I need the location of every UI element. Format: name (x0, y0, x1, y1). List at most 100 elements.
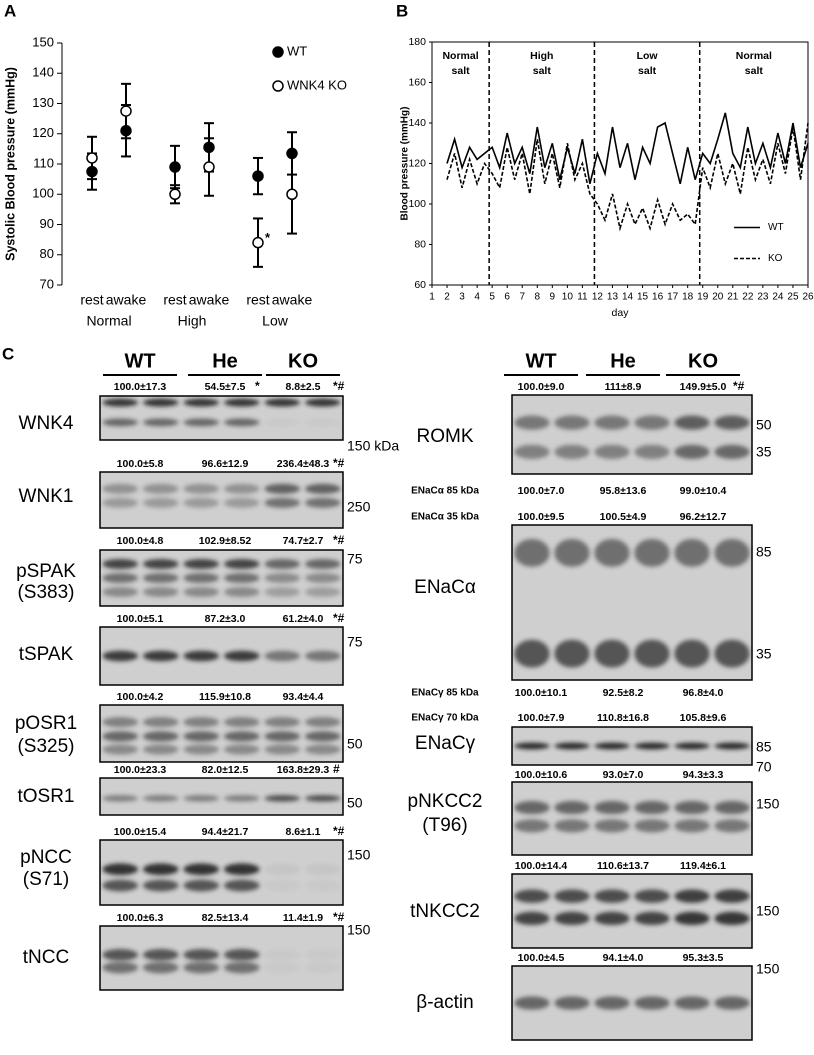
blot-band (183, 744, 220, 755)
blot-band (554, 800, 590, 815)
stat-value: 93.4±4.4 (283, 691, 324, 703)
group-header: WT (124, 350, 155, 372)
blot-band (305, 418, 341, 426)
y-tick-label: 100 (32, 186, 54, 201)
stat-value: 94.3±3.3 (683, 769, 724, 781)
x-tick-label: 9 (550, 292, 556, 303)
data-point (120, 105, 132, 117)
protein-label: pNKCC2 (408, 791, 483, 812)
mw-marker: 250 (347, 499, 371, 515)
x-tick-label: 8 (534, 292, 540, 303)
x-tick-label: 2 (444, 292, 450, 303)
y-tick-label: 80 (414, 238, 426, 250)
protein-label: tNKCC2 (410, 901, 480, 922)
x-tick-label: 3 (459, 292, 465, 303)
blot-band (102, 418, 139, 427)
blot (99, 549, 344, 607)
legend-label: WT (768, 222, 784, 233)
stat-value: 87.2±3.0 (205, 613, 246, 625)
blot-band (183, 716, 220, 728)
blot-background (99, 549, 344, 607)
stat-value: 94.4±21.7 (202, 826, 249, 838)
data-point (169, 161, 181, 173)
x-tick-label: rest (246, 292, 269, 308)
stat-value: 99.0±10.4 (680, 485, 727, 497)
blot-background (99, 704, 344, 763)
blot-band (264, 497, 301, 508)
y-tick-label: 70 (40, 276, 54, 291)
protein-label: ENaCγ (415, 733, 476, 754)
group-header: He (212, 350, 238, 372)
blot-band (223, 497, 260, 508)
blot-band (183, 650, 220, 662)
stat-value: 110.8±16.8 (597, 712, 649, 724)
blot-background (511, 873, 753, 949)
blot (99, 777, 344, 816)
stat-value: 100.5±4.9 (600, 511, 647, 523)
blot-band (304, 497, 341, 508)
blot-band (102, 483, 139, 494)
legend-marker (272, 46, 284, 58)
blot-band (183, 497, 220, 508)
significance: *# (333, 533, 345, 547)
protein-label: WNK1 (19, 486, 74, 507)
x-tick-label: 21 (727, 292, 739, 303)
stat-value: 100.0±14.4 (515, 860, 568, 872)
blot-background (99, 626, 344, 686)
stat-value: 100.0±4.5 (518, 952, 565, 964)
blot-band (514, 996, 550, 1010)
blot-band (102, 558, 139, 570)
x-tick-label: 4 (474, 292, 480, 303)
y-tick-label: 100 (408, 198, 426, 210)
blot-band (102, 863, 139, 876)
blot-band (223, 731, 260, 742)
x-tick-label: 7 (519, 292, 525, 303)
protein-label: tSPAK (19, 644, 74, 665)
x-tick-label: 12 (592, 292, 604, 303)
x-axis-label: day (612, 307, 630, 319)
stat-value: 96.2±12.7 (680, 511, 727, 523)
x-tick-label: 15 (637, 292, 649, 303)
significance: * (255, 379, 260, 393)
blot-band (264, 483, 301, 494)
mw-marker: 85 (756, 739, 772, 755)
significance: *# (333, 824, 345, 838)
stat-row-name: ENaCα 85 kDa (411, 486, 479, 497)
phase-label: High (530, 50, 553, 62)
x-tick-label: 26 (802, 292, 814, 303)
stat-value: 100.0±4.2 (117, 691, 164, 703)
blot-band (102, 716, 139, 728)
x-tick-label: awake (189, 292, 230, 308)
x-tick-label: 5 (489, 292, 495, 303)
protein-label: ENaCα (414, 577, 476, 598)
stat-value: 100.0±5.8 (117, 458, 164, 470)
blot-band (223, 586, 260, 598)
blot-band (554, 996, 590, 1010)
stat-value: 100.0±15.4 (114, 826, 167, 838)
blot-band (554, 889, 590, 903)
x-tick-label: 17 (667, 292, 679, 303)
mw-marker: 150 (347, 847, 371, 863)
significance: *# (333, 379, 345, 393)
blot-background (511, 965, 753, 1041)
blot-band (714, 889, 750, 903)
blot-band (714, 444, 750, 459)
group-header: WT (525, 350, 556, 372)
stat-value: 92.5±8.2 (603, 687, 644, 699)
stat-value: 100.0±10.1 (515, 687, 568, 699)
stat-value: 95.3±3.5 (683, 952, 724, 964)
blot-background (511, 726, 753, 766)
stat-value: 100.0±9.0 (518, 381, 565, 393)
blot (511, 873, 753, 949)
stat-value: 82.0±12.5 (202, 764, 249, 776)
blot-band (674, 538, 710, 567)
stat-value: 149.9±5.0 (680, 381, 727, 393)
blot-band (183, 572, 220, 584)
x-tick-label: 20 (712, 292, 724, 303)
blot-band (714, 538, 750, 567)
blot (511, 524, 753, 681)
y-tick-label: 90 (40, 216, 54, 231)
group-label: Low (262, 313, 289, 329)
blot-band (634, 911, 670, 926)
